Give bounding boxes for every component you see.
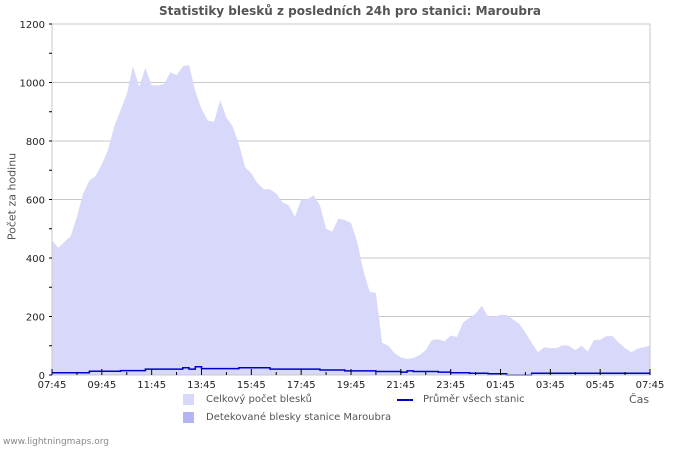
footer-credit: www.lightningmaps.org bbox=[3, 437, 109, 447]
legend-total-swatch bbox=[183, 394, 194, 405]
x-tick-label: 05:45 bbox=[586, 380, 615, 391]
x-axis-label: Čas bbox=[629, 393, 650, 406]
y-axis-ticks: 0 200 400 600 800 1000 1200 bbox=[20, 20, 52, 382]
legend-station-swatch bbox=[183, 412, 194, 423]
x-axis-ticks: 07:45 09:45 11:45 13:45 15:45 17:45 19:45 21:45… bbox=[38, 369, 665, 391]
legend-average-label: Průměr všech stanic bbox=[423, 394, 525, 405]
average-all-stations-line bbox=[52, 366, 650, 376]
x-tick-label: 07:45 bbox=[636, 380, 665, 391]
x-tick-label: 23:45 bbox=[436, 380, 465, 391]
y-tick-label: 0 bbox=[39, 371, 45, 382]
x-tick-label: 21:45 bbox=[386, 380, 415, 391]
y-tick-label: 400 bbox=[26, 254, 45, 265]
x-tick-label: 13:45 bbox=[187, 380, 216, 391]
x-tick-label: 17:45 bbox=[287, 380, 316, 391]
total-strikes-area bbox=[52, 64, 650, 376]
y-axis-label: Počet za hodinu bbox=[5, 152, 19, 241]
x-tick-label: 19:45 bbox=[337, 380, 366, 391]
x-tick-label: 01:45 bbox=[486, 380, 515, 391]
legend-average-swatch bbox=[397, 399, 413, 401]
y-tick-label: 600 bbox=[26, 196, 45, 207]
y-tick-label: 200 bbox=[26, 313, 45, 324]
chart-title: Statistiky blesků z posledních 24h pro s… bbox=[159, 4, 541, 18]
x-tick-label: 09:45 bbox=[87, 380, 116, 391]
y-tick-label: 1200 bbox=[20, 20, 45, 31]
y-tick-label: 1000 bbox=[20, 79, 45, 90]
y-tick-label: 800 bbox=[26, 137, 45, 148]
x-tick-label: 11:45 bbox=[137, 380, 166, 391]
legend-total-label: Celkový počet blesků bbox=[206, 394, 313, 405]
x-tick-label: 07:45 bbox=[38, 380, 67, 391]
x-tick-label: 15:45 bbox=[237, 380, 266, 391]
x-tick-label: 03:45 bbox=[536, 380, 565, 391]
legend-station-label: Detekované blesky stanice Maroubra bbox=[206, 412, 392, 423]
